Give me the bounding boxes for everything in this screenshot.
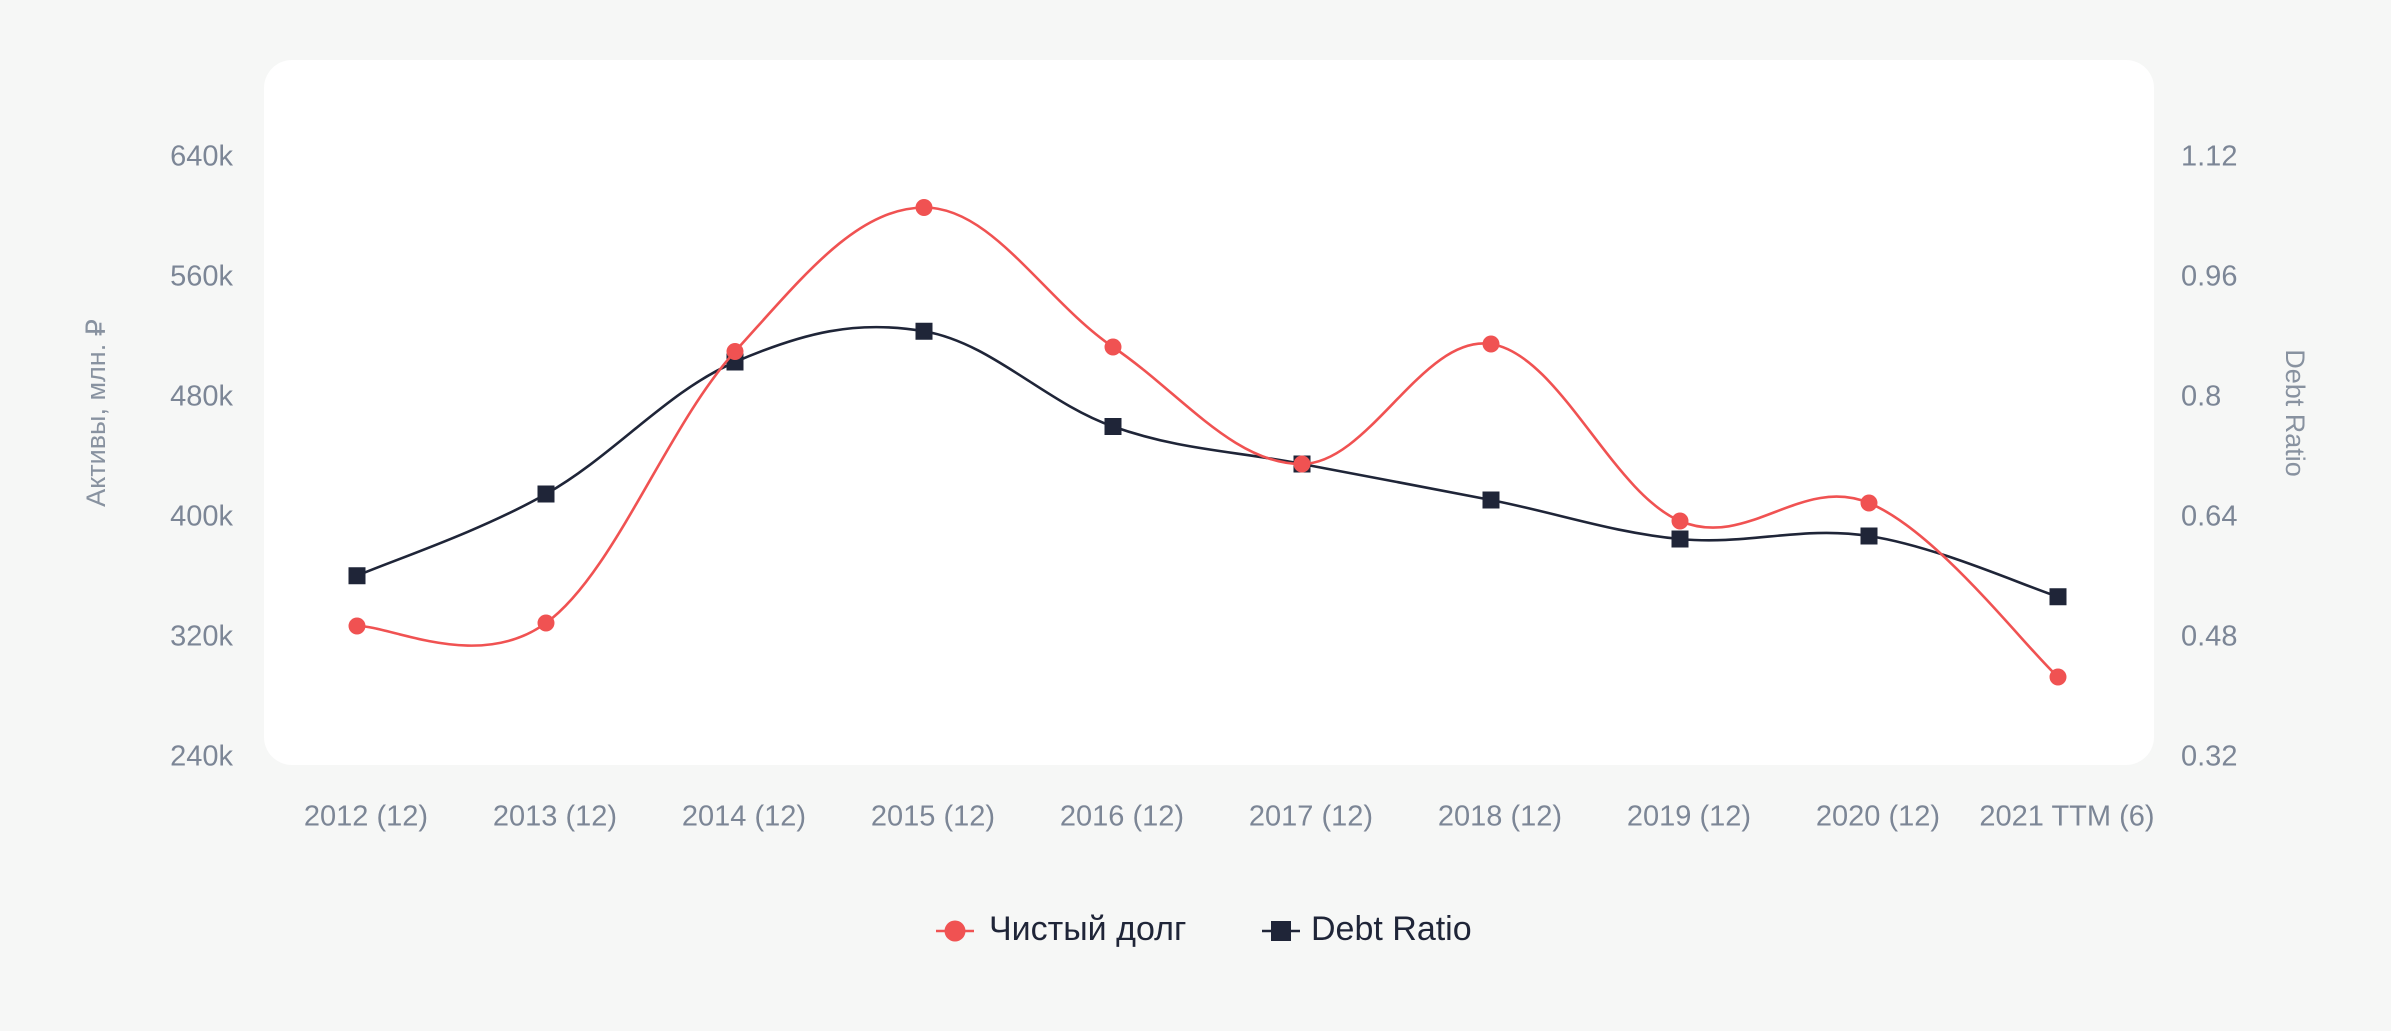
debt-ratio-point: [348, 567, 366, 585]
y-right-tick-label: 0.96: [2181, 261, 2237, 293]
y-left-tick-label: 640k: [170, 141, 233, 173]
series-layer: [348, 199, 2067, 686]
net-debt-series-line: [356, 206, 2059, 678]
net-debt-point: [1293, 455, 1311, 473]
debt-ratio-point: [1104, 418, 1122, 435]
y-right-tick-label: 0.32: [2181, 741, 2237, 773]
y-left-tick-label: 560k: [170, 261, 233, 293]
debt-ratio-point: [1671, 530, 1689, 548]
x-tick-label: 2021 TTM (6): [1979, 801, 2154, 833]
y-right-axis-label: Debt Ratio: [2280, 349, 2310, 477]
net-debt-point: [1482, 335, 1500, 353]
y-left-tick-label: 400k: [170, 501, 233, 533]
y-right-tick-label: 0.8: [2181, 381, 2221, 413]
y-left-tick-label: 480k: [170, 381, 233, 413]
x-tick-label: 2016 (12): [1060, 801, 1184, 833]
net-debt-point: [2049, 668, 2067, 686]
x-tick-label: 2018 (12): [1438, 801, 1562, 833]
net-debt-point: [348, 617, 366, 635]
net-debt-point: [915, 199, 933, 216]
net-debt-point: [1860, 494, 1878, 512]
debt-ratio-point: [1860, 527, 1878, 545]
debt-ratio-point: [537, 485, 555, 503]
y-left-axis-label: Активы, млн. ₽: [81, 319, 111, 507]
y-right-tick-label: 1.12: [2181, 141, 2237, 173]
x-tick-label: 2015 (12): [871, 801, 995, 833]
x-tick-label: 2019 (12): [1627, 801, 1751, 833]
y-right-tick-label: 0.48: [2181, 621, 2237, 653]
x-axis: 2012 (12) 2013 (12) 2014 (12) 2015 (12) 2016…: [304, 801, 2155, 833]
legend-net-debt-marker: [944, 920, 966, 942]
y-left-tick-label: 320k: [170, 621, 233, 653]
y-right-axis: 1.12 0.96 0.8 0.64 0.48 0.32: [2181, 141, 2237, 773]
plot-area: [264, 60, 2154, 765]
x-tick-label: 2017 (12): [1249, 801, 1373, 833]
x-tick-label: 2013 (12): [493, 801, 617, 833]
debt-ratio-point: [915, 322, 933, 340]
legend-net-debt-label: Чистый долг: [989, 910, 1186, 948]
legend-debt-ratio-marker: [1271, 921, 1291, 941]
x-tick-label: 2012 (12): [304, 801, 428, 833]
net-debt-point: [537, 614, 555, 632]
legend: Чистый долг Debt Ratio: [936, 910, 1472, 948]
net-debt-point: [1671, 512, 1689, 530]
net-debt-point: [726, 343, 744, 360]
net-debt-point: [1104, 338, 1122, 356]
x-tick-label: 2020 (12): [1816, 801, 1940, 833]
y-left-tick-label: 240k: [170, 741, 233, 773]
debt-ratio-series-line: [356, 325, 2059, 598]
legend-debt-ratio-label: Debt Ratio: [1311, 910, 1472, 948]
debt-ratio-point: [2049, 588, 2067, 606]
debt-ratio-point: [1482, 491, 1500, 509]
x-tick-label: 2014 (12): [682, 801, 806, 833]
y-left-axis: 640k 560k 480k 400k 320k 240k: [170, 141, 233, 773]
y-right-tick-label: 0.64: [2181, 501, 2237, 533]
